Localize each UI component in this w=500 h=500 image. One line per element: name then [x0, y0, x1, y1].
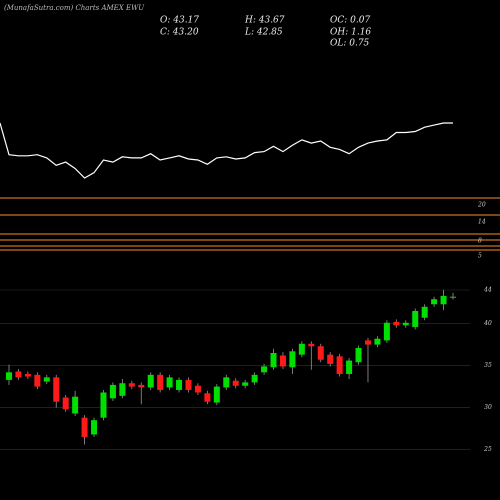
candle-body	[251, 374, 258, 383]
candle-body	[270, 353, 277, 368]
candle-body	[147, 374, 154, 388]
candle-body	[185, 379, 192, 390]
candle-body	[450, 296, 456, 298]
candle-body	[213, 386, 220, 403]
candle-body	[109, 384, 116, 399]
y-tick-label: 40	[483, 320, 492, 327]
ohlc-value: OL: 0.75	[330, 39, 370, 49]
candle-body	[393, 321, 400, 326]
candle-body	[412, 311, 419, 327]
candle-body	[62, 397, 69, 410]
y-tick-label: 35	[484, 362, 492, 369]
candle-body	[53, 377, 60, 402]
ohlc-value: H: 43.67	[244, 16, 285, 26]
candle-body	[223, 377, 230, 388]
candle-body	[440, 295, 447, 305]
band-label: 14	[478, 219, 486, 226]
candle-body	[279, 355, 286, 367]
candle-body	[346, 360, 353, 374]
candle-body	[374, 338, 381, 345]
candle-body	[15, 371, 22, 378]
candle-body	[298, 343, 305, 355]
candle-body	[261, 366, 268, 373]
y-tick-label: 25	[483, 446, 492, 453]
candle-body	[138, 384, 145, 388]
candle-body	[431, 299, 438, 305]
candle-body	[364, 340, 371, 345]
candle-body	[81, 417, 88, 437]
candle-body	[6, 372, 12, 380]
chart-title: (MunafaSutra.com) Charts AMEX EWU	[4, 4, 145, 12]
candle-body	[327, 354, 334, 364]
candle-body	[34, 374, 41, 387]
candle-body	[128, 383, 135, 387]
ohlc-value: OC: 0.07	[330, 16, 370, 26]
candle-body	[317, 346, 324, 360]
candle-body	[383, 322, 390, 341]
candle-body	[355, 347, 362, 363]
ohlc-value: O: 43.17	[160, 16, 199, 26]
candle-body	[43, 377, 50, 382]
candle-body	[402, 322, 409, 326]
candle-body	[421, 306, 428, 318]
candle-body	[194, 385, 201, 393]
ohlc-value: C: 43.20	[160, 28, 199, 38]
ohlc-value: L: 42.85	[244, 28, 283, 38]
y-tick-label: 44	[483, 287, 492, 294]
band-label: 8	[478, 238, 482, 245]
candle-body	[204, 393, 211, 402]
candle-body	[242, 382, 249, 386]
candle-body	[157, 374, 164, 390]
candle-body	[119, 383, 126, 396]
candle-body	[308, 343, 315, 347]
candle-body	[100, 392, 107, 418]
band-label: 5	[478, 253, 482, 260]
candle-body	[289, 351, 296, 368]
candle-body	[176, 379, 183, 390]
band-label: 20	[477, 202, 486, 209]
y-tick-label: 30	[484, 404, 492, 411]
indicator-line	[0, 122, 453, 179]
candle-body	[72, 396, 79, 414]
candle-body	[24, 374, 31, 377]
ohlc-value: OH: 1.16	[330, 28, 371, 38]
candle-body	[336, 356, 343, 374]
candle-body	[232, 380, 239, 386]
candle-body	[91, 420, 98, 435]
candle-body	[166, 377, 173, 388]
